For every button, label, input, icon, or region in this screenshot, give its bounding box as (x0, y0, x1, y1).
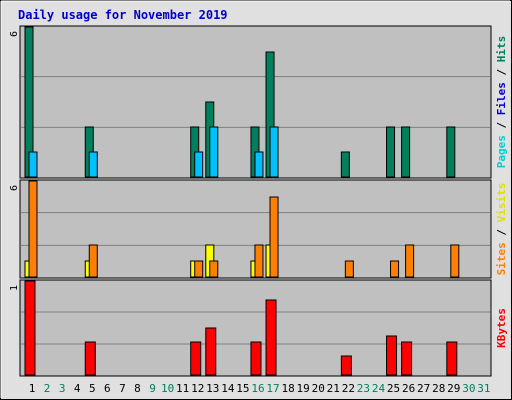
side-label-hits_files_pages: Pages / Files / Hits (495, 36, 508, 169)
x-tick-label-day-11: 11 (176, 382, 189, 395)
x-tick-label-day-30: 30 (462, 382, 475, 395)
y-tick-label: 6 (9, 185, 20, 191)
side-label-segment: KBytes (495, 308, 508, 348)
side-label-segment: / (495, 62, 508, 82)
x-tick-label-day-5: 5 (89, 382, 96, 395)
bar-kbytes-day-25 (386, 335, 398, 376)
bar-kbytes-day-12 (190, 341, 202, 376)
x-tick-label-day-6: 6 (104, 382, 111, 395)
side-label-segment: Pages (495, 135, 508, 168)
y-tick-label: 6 (9, 31, 20, 37)
bar-sites-day-22 (344, 260, 354, 278)
bar-sites-day-29 (450, 244, 460, 278)
bar-files-day-1 (28, 151, 38, 178)
bar-hits-day-26 (401, 126, 411, 178)
bar-hits-day-29 (446, 126, 456, 178)
x-tick-label-day-26: 26 (402, 382, 415, 395)
x-tick-label-day-23: 23 (357, 382, 370, 395)
bar-files-day-16 (254, 151, 264, 178)
bar-sites-day-5 (88, 244, 98, 278)
bar-sites-day-26 (405, 244, 415, 278)
side-label-segment: / (495, 222, 508, 242)
x-tick-label-day-9: 9 (149, 382, 156, 395)
x-tick-label-day-10: 10 (161, 382, 174, 395)
x-tick-label-day-29: 29 (447, 382, 460, 395)
x-tick-label-day-27: 27 (417, 382, 430, 395)
x-tick-label-day-20: 20 (312, 382, 325, 395)
bar-kbytes-day-13 (205, 327, 217, 376)
side-label-kbytes: KBytes (495, 308, 508, 348)
x-tick-label-day-7: 7 (119, 382, 126, 395)
bar-files-day-13 (209, 126, 219, 178)
side-label-segment: Sites (495, 242, 508, 275)
side-label-segment: Files (495, 82, 508, 115)
x-tick-label-day-19: 19 (297, 382, 310, 395)
x-tick-label-day-2: 2 (44, 382, 51, 395)
x-tick-label-day-15: 15 (236, 382, 249, 395)
side-label-segment: / (495, 115, 508, 135)
x-tick-label-day-4: 4 (74, 382, 81, 395)
bar-kbytes-day-5 (84, 341, 96, 376)
x-tick-label-day-18: 18 (281, 382, 294, 395)
bar-files-day-17 (269, 126, 279, 178)
bar-kbytes-day-16 (250, 341, 262, 376)
y-tick-label: 1 (9, 285, 20, 291)
bar-sites-day-1 (28, 180, 38, 278)
bar-kbytes-day-29 (446, 341, 458, 376)
x-tick-label-day-22: 22 (342, 382, 355, 395)
x-tick-label-day-14: 14 (221, 382, 235, 395)
x-tick-label-day-8: 8 (134, 382, 141, 395)
bar-hits-day-25 (386, 126, 396, 178)
x-tick-label-day-24: 24 (372, 382, 386, 395)
x-tick-label-day-28: 28 (432, 382, 445, 395)
bar-sites-day-13 (209, 260, 219, 278)
chart-title: Daily usage for November 2019 (18, 8, 228, 22)
bar-kbytes-day-26 (401, 341, 413, 376)
bar-sites-day-25 (390, 260, 400, 278)
side-label-visits_sites: Sites / Visits (495, 183, 508, 276)
x-tick-label-day-12: 12 (191, 382, 204, 395)
panel-kbytes: 1 KBytes (9, 279, 508, 377)
x-tick-label-day-25: 25 (387, 382, 400, 395)
bar-files-day-5 (88, 151, 98, 178)
panel-visits_sites: 6 Sites / Visits (9, 179, 508, 279)
panel-hits_files_pages: 6 Pages / Files / Hits (9, 25, 508, 179)
bar-kbytes-day-17 (265, 299, 277, 376)
side-label-segment: Hits (495, 36, 508, 63)
x-tick-label-day-21: 21 (327, 382, 340, 395)
bar-hits-day-22 (340, 151, 350, 178)
bar-sites-day-16 (254, 244, 264, 278)
x-tick-label-day-3: 3 (59, 382, 66, 395)
x-tick-label-day-17: 17 (266, 382, 279, 395)
x-tick-label-day-31: 31 (477, 382, 490, 395)
side-label-segment: Visits (495, 183, 508, 223)
x-tick-label-day-13: 13 (206, 382, 219, 395)
bar-sites-day-12 (194, 260, 204, 278)
x-tick-label-day-1: 1 (29, 382, 36, 395)
bar-files-day-12 (194, 151, 204, 178)
x-tick-label-day-16: 16 (251, 382, 264, 395)
bar-kbytes-day-22 (340, 355, 352, 376)
bar-kbytes-day-1 (24, 280, 36, 376)
bar-sites-day-17 (269, 196, 279, 278)
